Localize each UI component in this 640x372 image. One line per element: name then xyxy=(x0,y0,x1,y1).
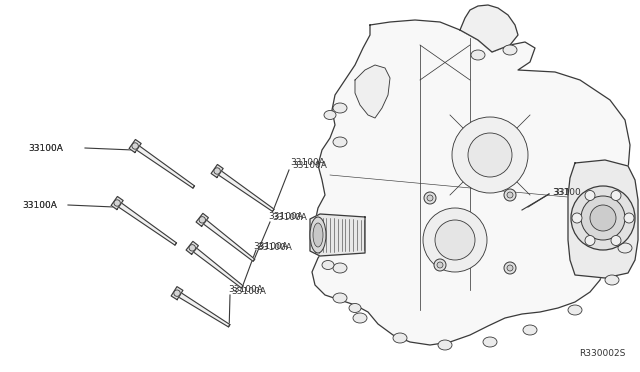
Circle shape xyxy=(199,217,205,223)
Circle shape xyxy=(507,265,513,271)
Circle shape xyxy=(590,205,616,231)
Ellipse shape xyxy=(568,305,582,315)
Ellipse shape xyxy=(471,50,485,60)
Text: 33100A: 33100A xyxy=(290,157,325,167)
Circle shape xyxy=(571,186,635,250)
Ellipse shape xyxy=(322,260,334,269)
Circle shape xyxy=(214,168,220,174)
Polygon shape xyxy=(186,241,198,254)
Ellipse shape xyxy=(523,325,537,335)
Polygon shape xyxy=(460,5,518,52)
Text: 33100A: 33100A xyxy=(22,201,57,209)
Circle shape xyxy=(585,190,595,201)
Polygon shape xyxy=(118,203,177,245)
Ellipse shape xyxy=(349,304,361,312)
Circle shape xyxy=(435,220,475,260)
Circle shape xyxy=(174,290,180,296)
Ellipse shape xyxy=(483,337,497,347)
Text: 33100A: 33100A xyxy=(228,285,263,295)
Text: 33100: 33100 xyxy=(553,187,582,196)
Polygon shape xyxy=(111,196,123,209)
Polygon shape xyxy=(568,160,638,278)
Ellipse shape xyxy=(353,313,367,323)
Circle shape xyxy=(507,192,513,198)
Circle shape xyxy=(468,133,512,177)
Polygon shape xyxy=(129,140,141,153)
Circle shape xyxy=(504,189,516,201)
Ellipse shape xyxy=(503,45,517,55)
Polygon shape xyxy=(196,214,209,226)
Circle shape xyxy=(132,143,138,149)
Polygon shape xyxy=(312,20,630,345)
Polygon shape xyxy=(211,164,223,177)
Circle shape xyxy=(581,196,625,240)
Polygon shape xyxy=(179,293,230,327)
Ellipse shape xyxy=(333,293,347,303)
Polygon shape xyxy=(193,248,243,288)
Circle shape xyxy=(114,200,120,206)
Text: 33100A: 33100A xyxy=(292,160,327,170)
Circle shape xyxy=(624,213,634,223)
Ellipse shape xyxy=(333,103,347,113)
Circle shape xyxy=(423,208,487,272)
Polygon shape xyxy=(171,287,183,300)
Polygon shape xyxy=(355,65,390,118)
Circle shape xyxy=(504,262,516,274)
Polygon shape xyxy=(136,146,195,188)
Circle shape xyxy=(437,262,443,268)
Text: 33100A: 33100A xyxy=(257,243,292,251)
Text: 33100A: 33100A xyxy=(28,144,63,153)
Text: 33100A: 33100A xyxy=(231,286,266,295)
Ellipse shape xyxy=(438,340,452,350)
Ellipse shape xyxy=(393,333,407,343)
Circle shape xyxy=(424,192,436,204)
Text: 33100A: 33100A xyxy=(268,212,303,221)
Ellipse shape xyxy=(313,223,323,247)
Text: R330002S: R330002S xyxy=(579,349,625,358)
Ellipse shape xyxy=(605,275,619,285)
Circle shape xyxy=(611,235,621,246)
Ellipse shape xyxy=(618,243,632,253)
Text: 33100A: 33100A xyxy=(28,144,63,153)
Text: 33100A: 33100A xyxy=(22,201,57,209)
Ellipse shape xyxy=(324,110,336,119)
Text: 33100A: 33100A xyxy=(253,241,288,250)
Ellipse shape xyxy=(333,137,347,147)
Circle shape xyxy=(452,117,528,193)
Ellipse shape xyxy=(310,217,326,253)
Circle shape xyxy=(585,235,595,246)
Polygon shape xyxy=(204,220,255,261)
Circle shape xyxy=(611,190,621,201)
Ellipse shape xyxy=(333,263,347,273)
Polygon shape xyxy=(310,214,365,256)
Circle shape xyxy=(434,259,446,271)
Polygon shape xyxy=(219,171,274,211)
Circle shape xyxy=(189,245,195,251)
Text: 33100A: 33100A xyxy=(272,212,307,221)
Circle shape xyxy=(572,213,582,223)
Text: 33100: 33100 xyxy=(552,187,580,196)
Circle shape xyxy=(427,195,433,201)
